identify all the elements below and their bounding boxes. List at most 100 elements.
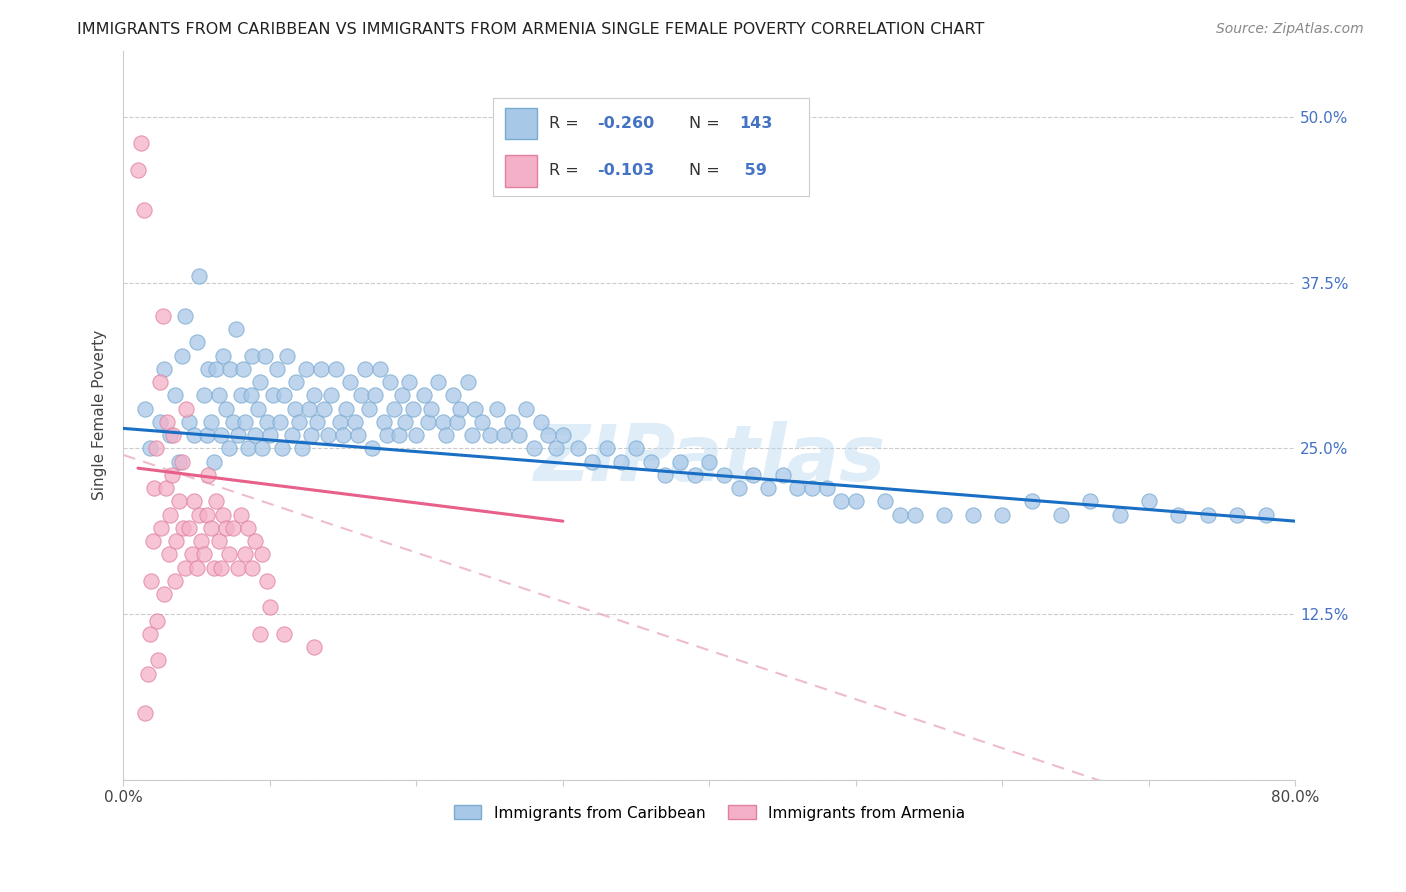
Point [335, 401, 357, 416]
Point [654, 467, 676, 482]
Point [727, 481, 749, 495]
Point [402, 401, 425, 416]
Point [167, 494, 190, 508]
Point [226, 428, 249, 442]
Point [148, 653, 170, 667]
Point [434, 428, 457, 442]
Point [446, 415, 468, 429]
Point [236, 521, 259, 535]
Point [160, 467, 183, 482]
Point [143, 481, 166, 495]
Point [478, 428, 501, 442]
Point [416, 415, 439, 429]
Point [332, 428, 354, 442]
Point [288, 415, 311, 429]
Point [222, 415, 245, 429]
Point [219, 361, 242, 376]
Point [515, 401, 537, 416]
Point [273, 627, 295, 641]
Point [159, 428, 181, 442]
Point [136, 666, 159, 681]
Point [624, 442, 647, 456]
Point [339, 375, 361, 389]
Point [236, 442, 259, 456]
Point [669, 454, 692, 468]
Point [299, 428, 322, 442]
Point [247, 401, 270, 416]
Point [494, 428, 516, 442]
Point [163, 574, 186, 588]
Point [153, 587, 176, 601]
Point [312, 401, 335, 416]
Point [375, 428, 398, 442]
Point [145, 442, 167, 456]
Point [713, 467, 735, 482]
Point [281, 428, 304, 442]
Point [183, 494, 205, 508]
Point [211, 428, 233, 442]
Point [295, 361, 318, 376]
Point [830, 494, 852, 508]
Point [173, 309, 195, 323]
Point [1197, 508, 1219, 522]
Point [359, 401, 381, 416]
Point [991, 508, 1014, 522]
Point [270, 442, 292, 456]
Point [364, 388, 387, 402]
Point [240, 349, 263, 363]
Point [193, 547, 215, 561]
Point [229, 388, 252, 402]
Point [138, 627, 160, 641]
Point [388, 428, 411, 442]
Point [457, 375, 479, 389]
Point [149, 415, 172, 429]
Point [190, 534, 212, 549]
Point [354, 361, 377, 376]
Point [1137, 494, 1160, 508]
Point [163, 388, 186, 402]
Point [398, 375, 420, 389]
Point [229, 508, 252, 522]
Point [756, 481, 779, 495]
Point [786, 481, 808, 495]
Point [157, 547, 180, 561]
Point [373, 415, 395, 429]
Point [233, 415, 256, 429]
Point [204, 494, 226, 508]
Point [343, 415, 366, 429]
Point [441, 388, 464, 402]
Point [325, 361, 347, 376]
Point [183, 428, 205, 442]
Point [226, 560, 249, 574]
Point [284, 401, 307, 416]
Point [432, 415, 454, 429]
Point [179, 415, 201, 429]
Point [273, 388, 295, 402]
Point [405, 428, 427, 442]
Point [134, 401, 156, 416]
Point [309, 361, 332, 376]
Point [181, 547, 204, 561]
Point [537, 428, 560, 442]
Point [249, 375, 271, 389]
Point [172, 521, 194, 535]
Point [815, 481, 838, 495]
Point [1256, 508, 1278, 522]
Point [449, 401, 471, 416]
Point [186, 335, 208, 350]
Point [212, 508, 235, 522]
Point [382, 401, 405, 416]
Point [259, 600, 281, 615]
Point [889, 508, 911, 522]
Point [170, 454, 193, 468]
Point [243, 534, 266, 549]
Point [302, 388, 325, 402]
Point [318, 428, 340, 442]
Point [188, 268, 211, 283]
Point [139, 574, 162, 588]
Point [1226, 508, 1249, 522]
Point [581, 454, 603, 468]
Point [218, 547, 240, 561]
Point [207, 388, 229, 402]
Point [222, 521, 245, 535]
